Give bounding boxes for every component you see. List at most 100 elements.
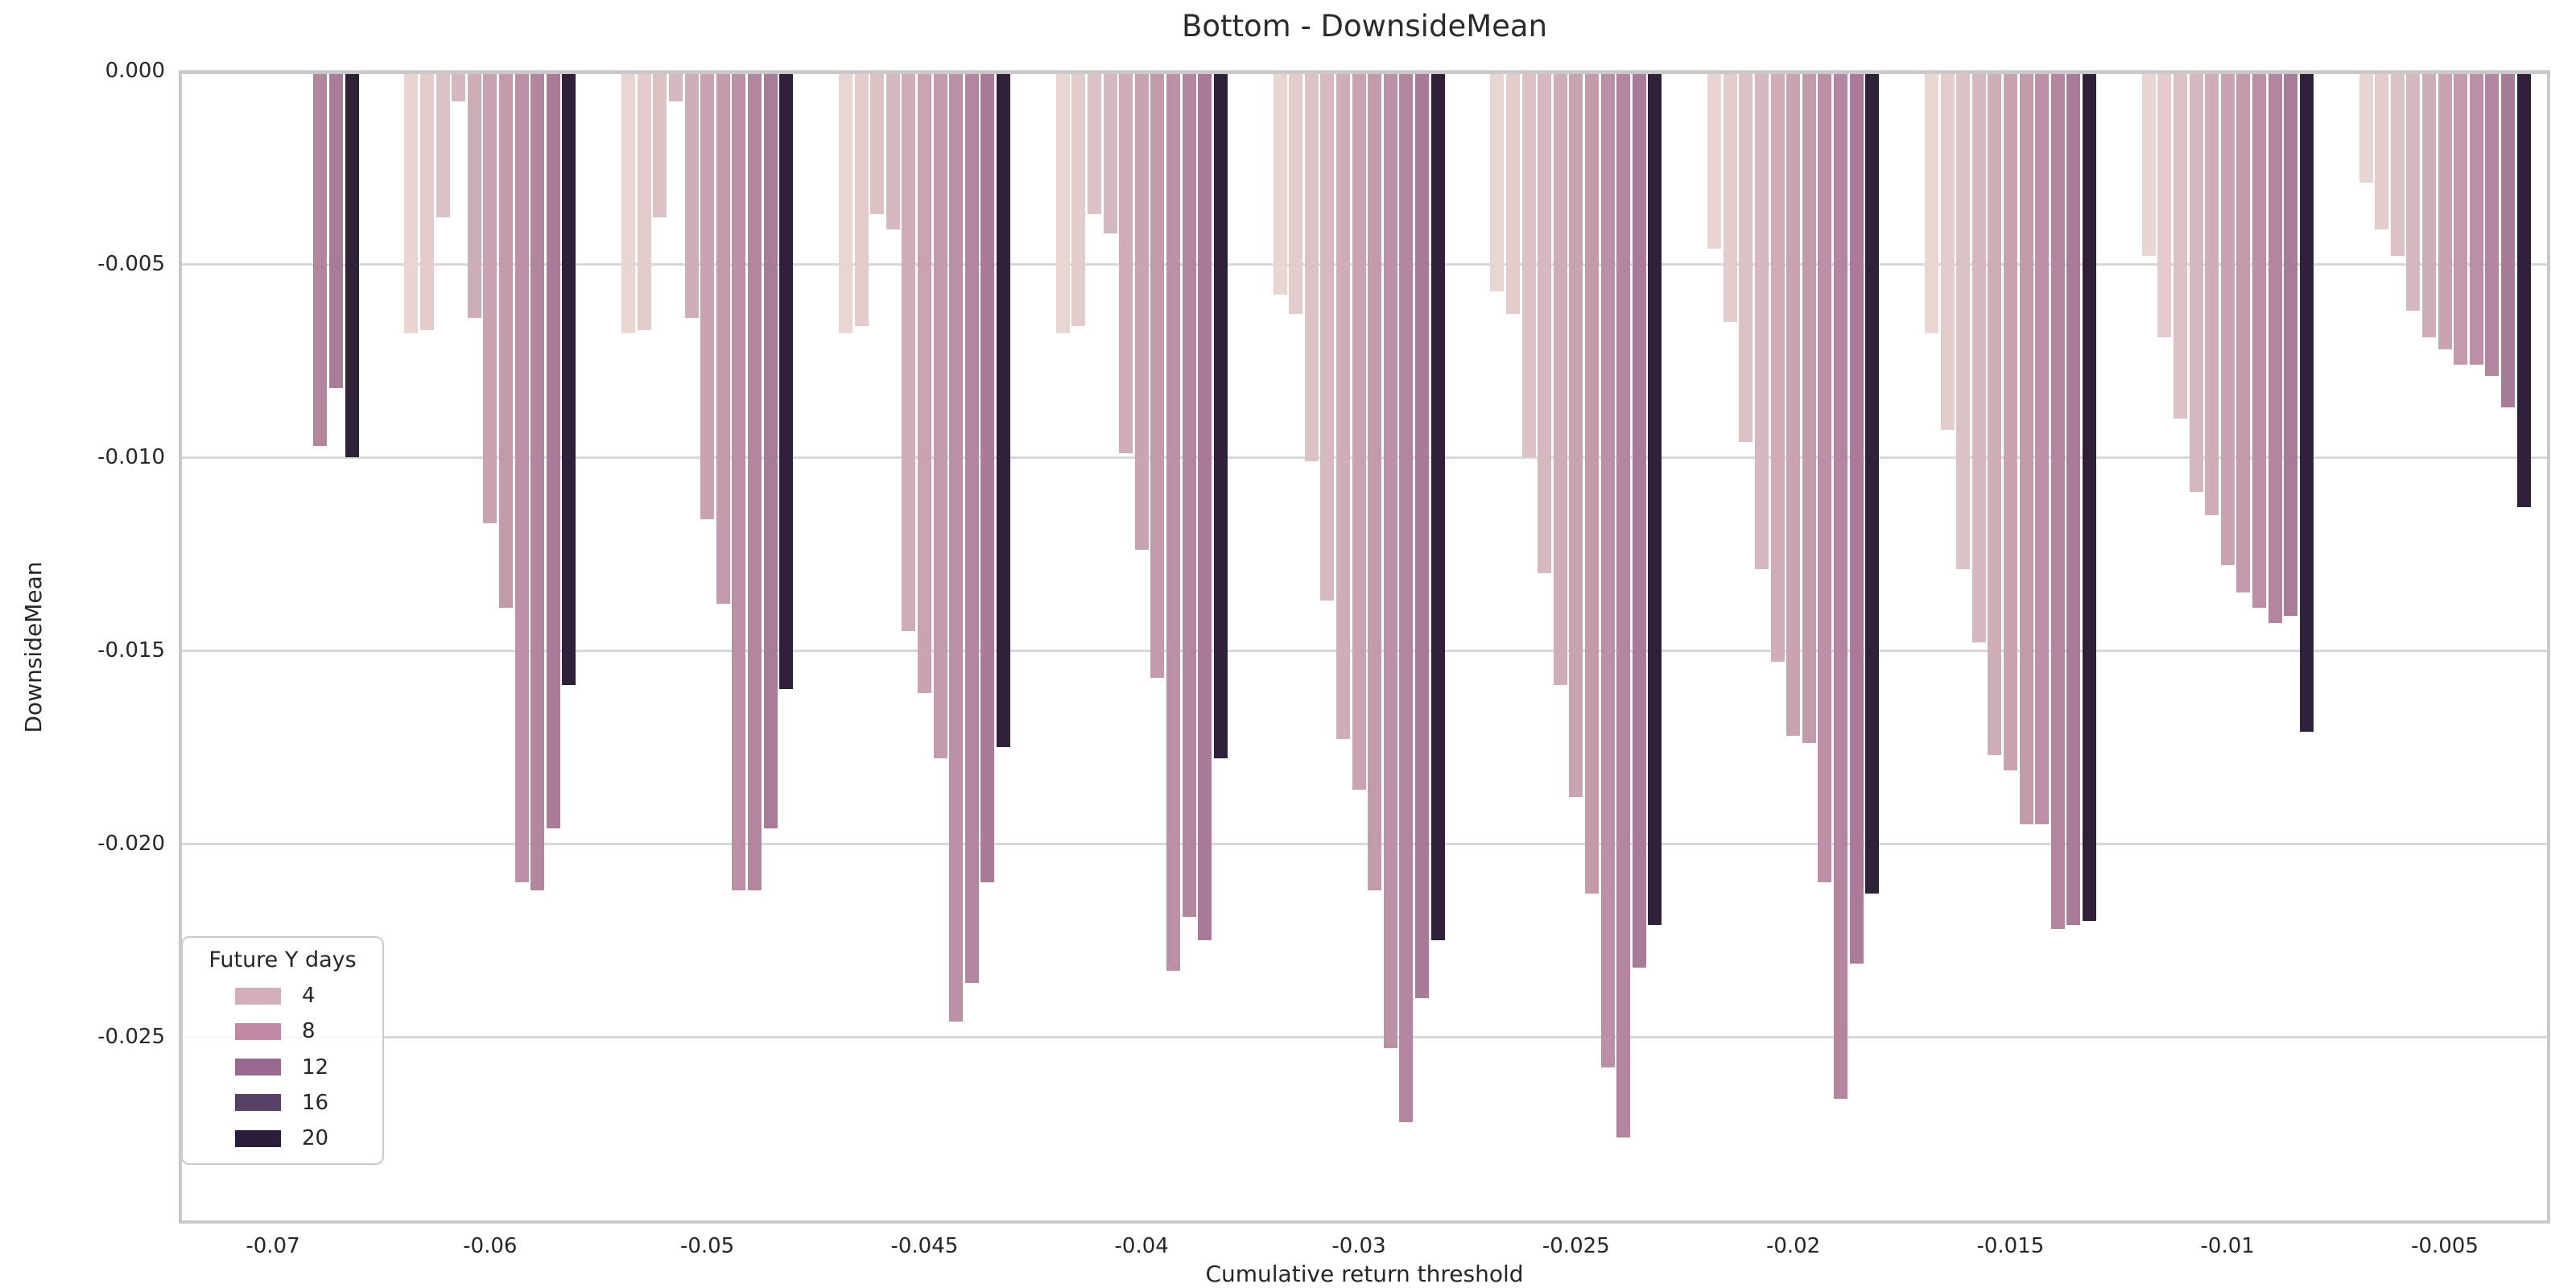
legend-swatch-8 xyxy=(235,1022,281,1040)
bar-days-9-at--0.045 xyxy=(964,71,979,983)
bar-days-5-at--0.045 xyxy=(902,71,916,631)
left-spine xyxy=(179,71,182,1224)
bar-days-20-at--0.07 xyxy=(345,71,359,457)
bar-days-8-at--0.015 xyxy=(2035,71,2050,824)
bar-days-20-at--0.06 xyxy=(562,71,576,686)
legend-label-4: 4 xyxy=(302,984,316,1008)
bar-days-5-at--0.02 xyxy=(1770,71,1785,663)
legend-title: Future Y days xyxy=(208,947,357,972)
bar-days-4-at--0.04 xyxy=(1103,71,1117,233)
legend-swatch-12 xyxy=(235,1059,281,1075)
bar-days-20-at--0.03 xyxy=(1430,71,1445,940)
bar-days-1-at--0.03 xyxy=(1273,71,1287,295)
bar-days-10-at--0.02 xyxy=(1849,71,1864,964)
bar-days-5-at--0.04 xyxy=(1119,71,1133,454)
legend-swatch-20 xyxy=(235,1129,281,1147)
legend-swatch-16 xyxy=(235,1094,281,1112)
bar-days-8-at--0.025 xyxy=(1600,71,1615,1068)
bar-days-4-at--0.02 xyxy=(1754,71,1769,570)
bar-days-6-at--0.03 xyxy=(1352,71,1366,790)
y-axis-title: DownsideMean xyxy=(20,561,47,733)
bar-days-8-at--0.04 xyxy=(1166,71,1180,972)
bar-days-6-at--0.045 xyxy=(917,71,931,693)
legend-swatch-4 xyxy=(235,987,281,1005)
bar-days-4-at--0.015 xyxy=(1971,71,1986,643)
legend-label-8: 8 xyxy=(302,1019,316,1044)
bar-days-6-at--0.04 xyxy=(1134,71,1149,551)
bar-days-2-at--0.03 xyxy=(1289,71,1303,315)
bar-days-9-at--0.015 xyxy=(2050,71,2065,929)
y-tick-label: 0.000 xyxy=(105,59,165,83)
bar-days-7-at--0.025 xyxy=(1584,71,1599,894)
bar-days-8-at--0.03 xyxy=(1383,71,1397,1049)
bar-days-1-at--0.015 xyxy=(1924,71,1938,334)
bar-days-10-at--0.025 xyxy=(1632,71,1646,968)
plot-area xyxy=(179,69,2550,1224)
bar-days-2-at--0.005 xyxy=(2375,71,2389,229)
legend: Future Y days 4 8 12 16 20 xyxy=(181,936,384,1165)
bar-days-8-at--0.02 xyxy=(1818,71,1832,882)
bar-days-3-at--0.03 xyxy=(1304,71,1319,461)
bar-days-3-at--0.015 xyxy=(1956,71,1971,570)
bar-days-3-at--0.005 xyxy=(2390,71,2405,257)
bar-days-6-at--0.06 xyxy=(483,71,497,523)
y-tick-label: -0.005 xyxy=(97,252,165,276)
bar-days-5-at--0.005 xyxy=(2421,71,2436,338)
bar-days-7-at--0.015 xyxy=(2019,71,2033,824)
bar-days-6-at--0.025 xyxy=(1569,71,1583,798)
bar-days-2-at--0.04 xyxy=(1071,71,1086,326)
bar-days-10-at--0.005 xyxy=(2500,71,2515,407)
bar-days-20-at--0.05 xyxy=(779,71,794,689)
bar-days-2-at--0.015 xyxy=(1940,71,1955,431)
bar-days-1-at--0.06 xyxy=(404,71,419,334)
top-spine xyxy=(179,71,2550,74)
bar-days-5-at--0.015 xyxy=(1988,71,2002,755)
bar-days-3-at--0.04 xyxy=(1087,71,1101,214)
bar-days-20-at--0.01 xyxy=(2299,71,2314,732)
bar-days-1-at--0.05 xyxy=(621,71,636,334)
bar-days-20-at--0.045 xyxy=(996,71,1010,747)
right-spine xyxy=(2547,71,2550,1224)
bar-days-6-at--0.02 xyxy=(1786,71,1801,736)
bar-days-8-at--0.05 xyxy=(732,71,746,890)
bar-days-3-at--0.06 xyxy=(436,71,450,218)
x-tick-label: -0.025 xyxy=(1542,1234,1610,1258)
chart-title: Bottom - DownsideMean xyxy=(1181,9,1548,43)
bar-days-7-at--0.04 xyxy=(1150,71,1165,678)
x-tick-label: -0.07 xyxy=(246,1234,300,1258)
bar-days-20-at--0.02 xyxy=(1865,71,1880,894)
bar-days-10-at--0.04 xyxy=(1198,71,1212,940)
legend-label-12: 12 xyxy=(302,1055,329,1080)
bar-days-10-at--0.015 xyxy=(2066,71,2081,925)
x-tick-label: -0.05 xyxy=(679,1234,735,1258)
bar-days-9-at--0.03 xyxy=(1399,71,1414,1122)
bar-days-7-at--0.06 xyxy=(498,71,513,609)
x-axis-title: Cumulative return threshold xyxy=(1205,1261,1524,1287)
bar-days-4-at--0.045 xyxy=(886,71,900,229)
bar-days-8-at--0.045 xyxy=(949,71,964,1022)
bar-days-9-at--0.07 xyxy=(313,71,328,446)
bar-days-9-at--0.05 xyxy=(747,71,762,890)
x-tick-label: -0.02 xyxy=(1765,1234,1821,1258)
bar-days-8-at--0.06 xyxy=(514,71,529,882)
bar-days-5-at--0.06 xyxy=(467,71,481,319)
y-gridline xyxy=(179,842,2550,845)
bar-days-1-at--0.01 xyxy=(2141,71,2156,257)
bar-days-7-at--0.01 xyxy=(2236,71,2251,592)
x-tick-label: -0.03 xyxy=(1331,1234,1386,1258)
x-tick-label: -0.01 xyxy=(2200,1234,2255,1258)
bar-days-9-at--0.025 xyxy=(1616,71,1631,1137)
bar-days-4-at--0.06 xyxy=(452,71,466,102)
bar-days-7-at--0.005 xyxy=(2454,71,2468,365)
legend-label-20: 20 xyxy=(302,1126,329,1150)
bar-days-20-at--0.025 xyxy=(1648,71,1662,925)
bar-days-3-at--0.025 xyxy=(1521,71,1536,457)
bar-days-2-at--0.045 xyxy=(854,71,869,326)
bar-days-4-at--0.01 xyxy=(2189,71,2203,493)
bar-days-2-at--0.02 xyxy=(1723,71,1737,322)
y-tick-label: -0.020 xyxy=(97,832,165,856)
bar-days-4-at--0.025 xyxy=(1538,71,1552,573)
bar-days-1-at--0.045 xyxy=(838,71,852,334)
bar-days-10-at--0.06 xyxy=(546,71,560,828)
